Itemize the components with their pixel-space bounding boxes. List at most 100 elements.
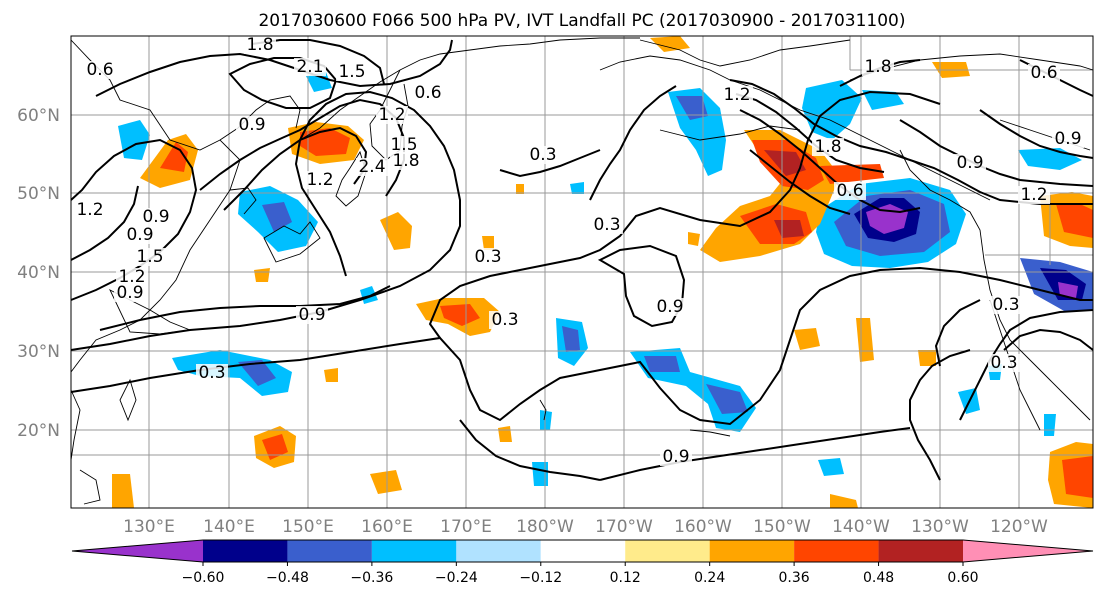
shade-patch xyxy=(668,88,726,176)
shade-patch xyxy=(650,36,690,52)
coastlines xyxy=(70,37,1094,505)
contour-label-bg xyxy=(990,296,1022,314)
colorbar-tick-label: −0.48 xyxy=(266,570,309,586)
contour-label-bg xyxy=(834,182,866,200)
shade-patch xyxy=(516,184,524,194)
contour-label-bg xyxy=(134,248,166,266)
shade-patch xyxy=(562,326,580,352)
contour-label-bg xyxy=(236,116,268,134)
colorbar-tick-label: −0.36 xyxy=(350,570,393,586)
contour-label-bg xyxy=(489,311,521,329)
shade-patch xyxy=(830,494,858,508)
shade-patch xyxy=(482,236,494,250)
shade-patch xyxy=(160,142,188,172)
shade-patch xyxy=(540,410,552,430)
lon-label: 150°W xyxy=(753,517,811,537)
contour-label-bg xyxy=(660,448,692,466)
contour-label: 1.5 xyxy=(338,62,365,82)
colorbar-band xyxy=(287,540,372,562)
contour-label: 0.6 xyxy=(414,83,441,103)
lon-label: 130°W xyxy=(911,517,969,537)
shade-patch xyxy=(262,434,288,460)
contour-label: 2.1 xyxy=(296,57,323,77)
contour-label: 0.6 xyxy=(836,181,863,201)
contour-label: 0.9 xyxy=(126,225,153,245)
contour-label: 1.2 xyxy=(306,170,333,190)
colorbar-band xyxy=(794,540,879,562)
shade-patch xyxy=(818,458,844,476)
lon-label: 150°E xyxy=(282,517,334,537)
contour-label-bg xyxy=(140,208,172,226)
shade-patch xyxy=(688,232,700,246)
shade-patch xyxy=(644,356,680,372)
contour-label: 0.9 xyxy=(238,115,265,135)
colorbar: −0.60 −0.48 −0.36 −0.24 −0.12 0.12 0.24 0.36 0.4… xyxy=(71,539,1094,586)
contour-label: 0.3 xyxy=(992,295,1019,315)
contour-label: 0.9 xyxy=(662,447,689,467)
colorbar-band xyxy=(456,540,541,562)
contour-label-bg xyxy=(356,158,388,176)
shade-patch xyxy=(794,328,820,350)
shade-patch xyxy=(306,72,332,92)
contour-label-bg xyxy=(244,36,276,54)
shade-patch xyxy=(1058,282,1078,298)
contour-label: 0.9 xyxy=(1054,129,1081,149)
colorbar-band xyxy=(878,540,963,562)
lat-label: 40°N xyxy=(17,263,60,283)
shade-patch xyxy=(570,182,584,194)
contour-label-bg xyxy=(654,298,686,316)
colorbar-tick-label: −0.24 xyxy=(435,570,478,586)
colorbar-band xyxy=(371,540,457,562)
shade-patch xyxy=(676,96,708,120)
contour-label-bg xyxy=(812,138,844,156)
lon-label: 170°E xyxy=(440,517,492,537)
contour-label: 1.8 xyxy=(814,137,841,157)
lon-label: 130°E xyxy=(123,517,175,537)
contour-label: 1.8 xyxy=(392,151,419,171)
contour-label: 0.3 xyxy=(593,215,620,235)
figure-title: 2017030600 F066 500 hPa PV, IVT Landfall… xyxy=(258,11,905,31)
shade-patch xyxy=(440,304,480,326)
contour-label-bg xyxy=(296,306,328,324)
contour-label-bg xyxy=(294,58,326,76)
longitude-labels: 130°E 140°E 150°E 160°E 170°E 180°W 170°… xyxy=(123,517,1048,537)
contour-label: 0.3 xyxy=(529,145,556,165)
shade-patch xyxy=(862,90,904,110)
contour-label: 1.2 xyxy=(378,105,405,125)
contour-label: 1.2 xyxy=(1020,185,1047,205)
contour-label-bg xyxy=(472,248,504,266)
shade-patch xyxy=(370,470,402,494)
shade-patch xyxy=(706,384,748,414)
contour-label-bg xyxy=(376,106,408,124)
contour-labels: 0.61.21.82.1 1.50.90.61.21.52.4 1.81.20.90… xyxy=(74,35,1084,467)
shade-patch xyxy=(532,462,548,486)
lat-label: 30°N xyxy=(17,342,60,362)
map-panel: 0.61.21.82.1 1.50.90.61.21.52.4 1.81.20.90… xyxy=(70,35,1094,509)
contour-label: 1.2 xyxy=(76,200,103,220)
contour-label: 1.2 xyxy=(118,267,145,287)
contour-label: 1.8 xyxy=(864,57,891,77)
shade-patch xyxy=(324,368,338,382)
contour-label-bg xyxy=(196,364,228,382)
colorbar-tick-label: 0.48 xyxy=(863,570,894,586)
grid-lines xyxy=(71,36,1093,508)
lon-label: 120°W xyxy=(990,517,1048,537)
colorbar-tick-label: 0.12 xyxy=(610,570,641,586)
contour-label-bg xyxy=(388,136,420,154)
contour-label: 2.4 xyxy=(358,157,385,177)
contour-label-bg xyxy=(1052,130,1084,148)
colorbar-band xyxy=(540,540,626,562)
colorbar-tick-label: 0.60 xyxy=(947,570,978,586)
lon-label: 180°W xyxy=(516,517,574,537)
contour-label: 0.6 xyxy=(1030,63,1057,83)
contour-label-bg xyxy=(721,86,753,104)
contour-label: 1.2 xyxy=(723,85,750,105)
lon-label: 170°W xyxy=(595,517,653,537)
colorbar-tick-label: 0.36 xyxy=(779,570,810,586)
contour-label: 1.8 xyxy=(246,35,273,55)
contour-label-bg xyxy=(336,63,368,81)
contour-label-bg xyxy=(74,201,106,219)
shade-patch xyxy=(498,426,512,442)
contour-label-bg xyxy=(412,84,444,102)
